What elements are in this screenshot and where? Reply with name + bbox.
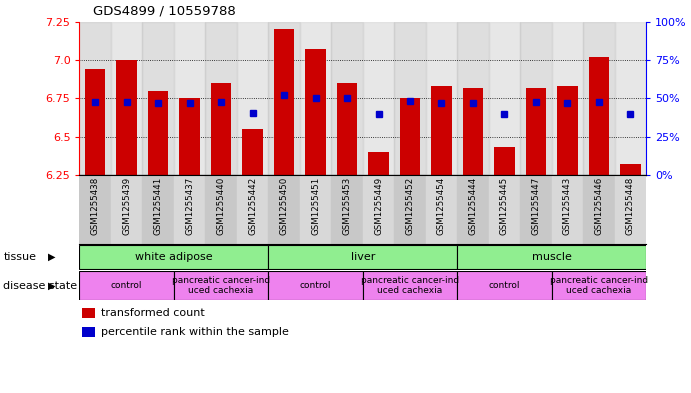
Bar (620, 164, 641, 175)
Text: GSM1255438: GSM1255438 (91, 177, 100, 235)
Bar (79, 175, 111, 244)
Bar (79, 22, 111, 175)
Bar (551, 22, 583, 175)
Text: ▶: ▶ (48, 252, 55, 262)
Bar (331, 175, 363, 244)
Text: GSM1255451: GSM1255451 (311, 177, 320, 235)
Bar (457, 245, 646, 270)
Bar (395, 22, 426, 175)
Bar (457, 175, 489, 244)
Text: GSM1255448: GSM1255448 (626, 177, 635, 235)
Bar (79, 245, 268, 270)
Bar (142, 22, 174, 175)
Bar (300, 22, 331, 175)
Text: GSM1255444: GSM1255444 (468, 177, 477, 235)
Bar (583, 175, 614, 244)
Bar (237, 22, 268, 175)
Bar (614, 22, 646, 175)
Bar (117, 60, 137, 175)
Bar (395, 175, 426, 244)
Bar (551, 271, 646, 299)
Bar (111, 175, 142, 244)
Bar (400, 98, 420, 175)
Text: GSM1255447: GSM1255447 (531, 177, 540, 235)
Text: GSM1255452: GSM1255452 (406, 177, 415, 235)
Bar (457, 22, 489, 175)
Text: GSM1255450: GSM1255450 (280, 177, 289, 235)
Text: control: control (489, 281, 520, 290)
Text: GSM1255441: GSM1255441 (153, 177, 162, 235)
Text: GSM1255440: GSM1255440 (216, 177, 226, 235)
Text: tissue: tissue (3, 252, 37, 262)
Text: GSM1255443: GSM1255443 (563, 177, 572, 235)
Bar (363, 22, 395, 175)
Text: GSM1255454: GSM1255454 (437, 177, 446, 235)
Bar (268, 175, 300, 244)
Bar (520, 175, 551, 244)
Bar (520, 22, 551, 175)
Text: ▶: ▶ (48, 281, 55, 290)
Text: liver: liver (350, 252, 375, 262)
Bar (180, 98, 200, 175)
Text: pancreatic cancer-ind
uced cachexia: pancreatic cancer-ind uced cachexia (550, 276, 648, 295)
Bar (268, 271, 363, 299)
Bar (82, 308, 95, 318)
Bar (463, 88, 483, 175)
Bar (368, 152, 389, 175)
Bar (305, 49, 325, 175)
Text: GSM1255446: GSM1255446 (594, 177, 603, 235)
Text: GSM1255439: GSM1255439 (122, 177, 131, 235)
Text: GSM1255453: GSM1255453 (343, 177, 352, 235)
Bar (142, 175, 174, 244)
Bar (526, 88, 546, 175)
Text: GSM1255437: GSM1255437 (185, 177, 194, 235)
Bar (494, 147, 515, 175)
Bar (268, 245, 457, 270)
Bar (489, 175, 520, 244)
Bar (551, 175, 583, 244)
Bar (174, 22, 205, 175)
Bar (237, 175, 268, 244)
Text: control: control (111, 281, 142, 290)
Text: control: control (300, 281, 331, 290)
Bar (426, 175, 457, 244)
Bar (111, 22, 142, 175)
Bar (148, 90, 169, 175)
Text: GDS4899 / 10559788: GDS4899 / 10559788 (93, 5, 236, 18)
Bar (300, 175, 331, 244)
Bar (457, 271, 551, 299)
Bar (337, 83, 357, 175)
Text: pancreatic cancer-ind
uced cachexia: pancreatic cancer-ind uced cachexia (172, 276, 270, 295)
Text: disease state: disease state (3, 281, 77, 290)
Bar (614, 175, 646, 244)
Bar (583, 22, 614, 175)
Bar (589, 57, 609, 175)
Bar (431, 86, 452, 175)
Bar (557, 86, 578, 175)
Bar (331, 22, 363, 175)
Bar (205, 22, 237, 175)
Bar (363, 175, 395, 244)
Text: GSM1255449: GSM1255449 (374, 177, 383, 235)
Text: transformed count: transformed count (101, 308, 205, 318)
Bar (426, 22, 457, 175)
Text: white adipose: white adipose (135, 252, 213, 262)
Bar (174, 175, 205, 244)
Bar (243, 129, 263, 175)
Bar (205, 175, 237, 244)
Bar (85, 69, 106, 175)
Bar (268, 22, 300, 175)
Text: GSM1255445: GSM1255445 (500, 177, 509, 235)
Bar (211, 83, 231, 175)
Bar (79, 271, 174, 299)
Bar (489, 22, 520, 175)
Bar (274, 29, 294, 175)
Bar (363, 271, 457, 299)
Bar (174, 271, 268, 299)
Text: GSM1255442: GSM1255442 (248, 177, 257, 235)
Text: muscle: muscle (531, 252, 571, 262)
Text: pancreatic cancer-ind
uced cachexia: pancreatic cancer-ind uced cachexia (361, 276, 459, 295)
Bar (82, 327, 95, 337)
Text: percentile rank within the sample: percentile rank within the sample (101, 327, 289, 337)
